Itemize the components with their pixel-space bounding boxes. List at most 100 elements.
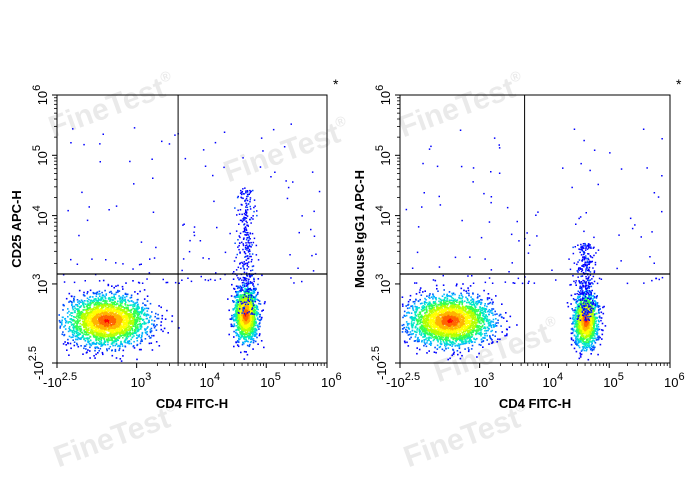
event-dot [95, 333, 98, 335]
event-dot [104, 332, 107, 335]
event-dot [122, 288, 124, 290]
event-dot [107, 304, 109, 307]
event-dot [287, 186, 290, 189]
event-dot [142, 309, 145, 312]
event-dot [107, 328, 110, 331]
event-dot [110, 315, 112, 317]
event-dot [80, 311, 82, 313]
event-dot [71, 312, 74, 314]
event-dot [96, 339, 98, 341]
event-dot [119, 319, 121, 322]
event-dot [69, 342, 72, 345]
event-dot [137, 328, 140, 330]
event-dot [116, 338, 118, 340]
event-dot [240, 301, 242, 303]
event-dot [63, 281, 66, 283]
event-dot [241, 190, 244, 193]
event-dot [65, 344, 67, 346]
event-dot [241, 321, 244, 323]
event-dot [243, 267, 245, 270]
event-dot [126, 336, 128, 338]
event-dot [453, 310, 455, 312]
event-dot [138, 263, 141, 266]
event-dot [104, 304, 107, 307]
event-dot [242, 157, 244, 159]
event-dot [97, 334, 99, 337]
event-dot [148, 342, 151, 345]
event-dot [230, 323, 233, 326]
event-dot [236, 300, 239, 302]
event-dot [301, 280, 303, 283]
event-dot [244, 211, 247, 213]
event-dot [247, 280, 250, 282]
event-dot [64, 318, 66, 320]
event-dot [68, 326, 71, 328]
event-dot [73, 332, 76, 335]
event-dot [318, 190, 321, 193]
event-dot [113, 313, 115, 315]
event-dot [104, 319, 107, 321]
event-dot [119, 316, 122, 319]
event-dot [207, 279, 210, 282]
event-dot [481, 333, 483, 335]
event-dot [118, 347, 121, 350]
event-dot [92, 319, 94, 322]
event-dot [99, 143, 101, 145]
event-dot [149, 328, 152, 331]
event-dot [81, 315, 83, 318]
event-dot [82, 335, 84, 337]
event-dot [132, 324, 134, 326]
event-dot [239, 328, 242, 330]
event-dot [117, 312, 120, 314]
event-dot [91, 318, 94, 320]
event-dot [101, 336, 103, 339]
event-dot [85, 332, 88, 334]
event-dot [240, 320, 242, 323]
event-dot [251, 253, 254, 255]
event-dot [142, 302, 144, 305]
event-dot [119, 358, 122, 360]
event-dot [122, 349, 125, 352]
event-dot [253, 206, 255, 209]
event-dot [76, 263, 79, 265]
event-dot [405, 328, 407, 331]
event-dot [98, 304, 100, 306]
event-dot [241, 288, 243, 290]
event-dot [122, 320, 124, 323]
event-dot [71, 303, 73, 306]
event-dot [106, 339, 109, 342]
event-dot [80, 305, 83, 307]
event-dot [79, 338, 81, 340]
event-dot [125, 307, 128, 309]
event-dot [442, 318, 445, 321]
event-dot [90, 314, 93, 317]
event-dot [112, 316, 115, 318]
event-dot [97, 322, 100, 325]
event-dot [236, 344, 239, 346]
event-dot [117, 314, 119, 316]
event-dot [428, 320, 430, 322]
event-dot [251, 335, 254, 337]
event-dot [117, 345, 119, 348]
event-dot [102, 294, 105, 297]
event-dot [94, 343, 96, 345]
event-dot [479, 320, 481, 322]
event-dot [235, 295, 237, 298]
event-dot [248, 327, 250, 329]
event-dot [107, 337, 110, 339]
event-dot [245, 295, 247, 298]
event-dot [475, 302, 477, 304]
event-dot [116, 303, 119, 305]
event-dot [236, 304, 239, 307]
event-dot [246, 315, 249, 318]
event-dot [248, 242, 251, 244]
event-dot [232, 309, 235, 311]
event-dot [245, 242, 247, 244]
event-dot [247, 247, 249, 249]
event-dot [107, 334, 109, 336]
event-dot [102, 323, 104, 325]
event-dot [254, 340, 257, 343]
event-dot [136, 318, 139, 321]
event-dot [93, 343, 95, 345]
event-dot [481, 299, 483, 301]
